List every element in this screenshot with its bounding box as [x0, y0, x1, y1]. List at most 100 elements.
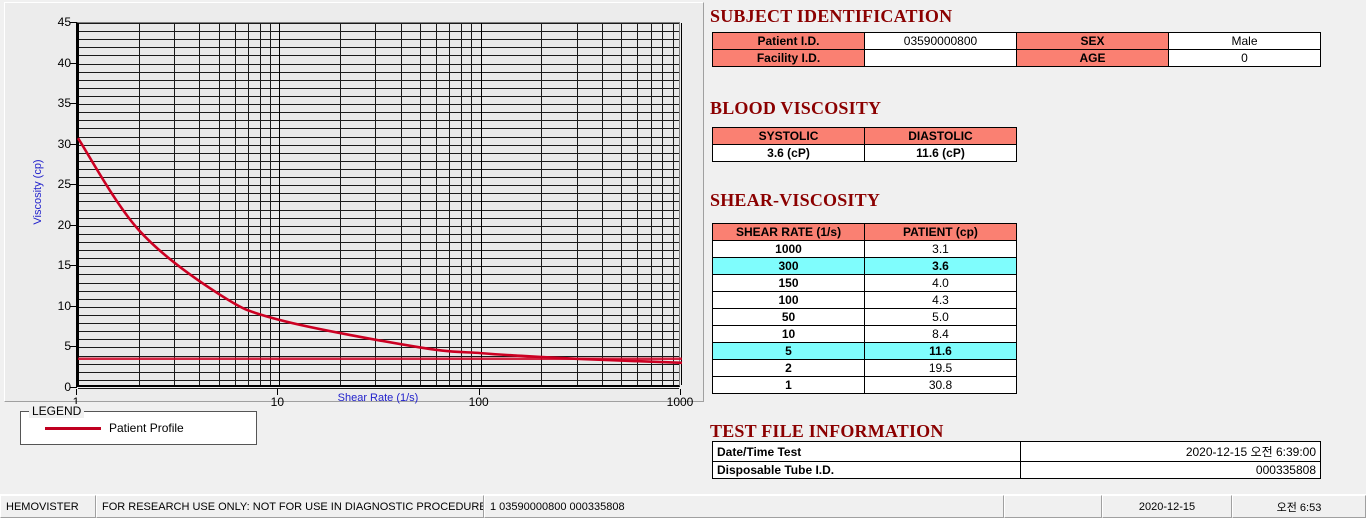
gridline-horizontal	[78, 201, 679, 203]
table-row: 10 8.4	[712, 325, 1017, 343]
legend-item: Patient Profile	[45, 421, 184, 435]
patient-viscosity-cell: 5.0	[864, 308, 1017, 326]
y-axis-tick-mark	[70, 62, 77, 64]
y-axis-tick-mark	[70, 143, 77, 145]
age-label: AGE	[1016, 49, 1169, 67]
gridline-horizontal	[78, 47, 679, 49]
test-file-information-heading: TEST FILE INFORMATION	[710, 421, 944, 441]
patient-profile-curve	[76, 137, 683, 365]
facility-id-value[interactable]	[864, 49, 1017, 67]
gridline-horizontal	[78, 128, 679, 130]
gridline-vertical	[601, 23, 603, 385]
gridline-horizontal	[78, 193, 679, 195]
gridline-horizontal	[78, 152, 679, 154]
table-row: 3.6 (cP) 11.6 (cP)	[712, 144, 1017, 162]
sex-value[interactable]: Male	[1168, 32, 1321, 50]
gridline-vertical	[672, 23, 674, 385]
gridline-horizontal	[78, 242, 679, 243]
gridline-horizontal	[78, 306, 679, 308]
gridline-vertical	[174, 23, 176, 385]
gridline-vertical	[449, 23, 451, 385]
disposable-tube-id-value: 000335808	[1020, 461, 1321, 479]
table-row: 50 5.0	[712, 308, 1017, 326]
x-axis-tick-label: 100	[468, 395, 489, 409]
gridline-horizontal	[78, 347, 679, 349]
facility-id-label: Facility I.D.	[712, 49, 865, 67]
status-time: 오전 6:53	[1232, 495, 1366, 518]
gridline-horizontal	[78, 371, 679, 373]
y-axis-tick-label: 5	[64, 339, 71, 354]
gridline-horizontal	[78, 169, 679, 170]
patient-id-value[interactable]: 03590000800	[864, 32, 1017, 50]
gridline-vertical	[420, 23, 422, 385]
gridline-vertical	[259, 23, 261, 385]
patient-viscosity-cell: 19.5	[864, 359, 1017, 377]
test-file-information-table: Date/Time Test 2020-12-15 오전 6:39:00 Dis…	[712, 441, 1321, 479]
gridline-vertical	[78, 23, 79, 385]
table-header-row: SYSTOLIC DIASTOLIC	[712, 127, 1017, 145]
shear-rate-cell: 5	[712, 342, 865, 360]
gridline-vertical	[461, 23, 463, 385]
gridline-horizontal	[78, 388, 679, 389]
diastolic-value: 11.6 (cP)	[864, 144, 1017, 162]
x-axis-tick-mark	[277, 389, 279, 395]
y-axis-tick-label: 35	[57, 96, 71, 111]
y-axis-tick-label: 10	[57, 298, 71, 313]
legend-item-label: Patient Profile	[109, 421, 184, 435]
table-row: 2 19.5	[712, 359, 1017, 377]
patient-viscosity-cell: 3.1	[864, 240, 1017, 258]
gridline-horizontal	[78, 144, 679, 146]
legend-box: LEGEND Patient Profile	[20, 404, 257, 445]
gridline-horizontal	[78, 209, 679, 211]
status-bar: HEMOVISTER FOR RESEARCH USE ONLY: NOT FO…	[0, 494, 1366, 518]
gridline-horizontal	[78, 274, 679, 276]
date-time-test-value: 2020-12-15 오전 6:39:00	[1020, 441, 1321, 462]
gridline-vertical	[199, 23, 201, 385]
shear-rate-cell: 100	[712, 291, 865, 309]
gridline-horizontal	[78, 225, 679, 227]
y-axis-tick-label: 40	[57, 55, 71, 70]
chart-series-layer	[76, 137, 683, 365]
y-axis-tick-mark	[70, 22, 77, 23]
shear-rate-cell: 50	[712, 308, 865, 326]
status-blank-panel	[1004, 495, 1102, 518]
gridline-vertical	[279, 23, 281, 385]
y-axis-tick-label: 25	[57, 177, 71, 192]
status-record-ids: 1 03590000800 000335808	[484, 495, 1004, 518]
gridline-horizontal	[78, 177, 679, 179]
x-axis-tick-mark	[680, 389, 681, 395]
table-row: Patient I.D. 03590000800 SEX Male	[712, 32, 1321, 50]
gridline-horizontal	[78, 136, 679, 138]
shear-rate-cell: 10	[712, 325, 865, 343]
gridline-horizontal	[78, 258, 679, 260]
gridline-vertical	[400, 23, 402, 385]
y-axis-tick-mark	[70, 103, 77, 105]
shear-viscosity-table: SHEAR RATE (1/s) PATIENT (cp) 1000 3.1 300 3.…	[712, 223, 1017, 394]
gridline-vertical	[436, 23, 437, 385]
gridline-vertical	[138, 23, 140, 385]
patient-viscosity-cell: 4.0	[864, 274, 1017, 292]
table-row: Date/Time Test 2020-12-15 오전 6:39:00	[712, 441, 1321, 462]
gridline-horizontal	[78, 290, 679, 292]
gridline-horizontal	[78, 87, 679, 89]
gridline-horizontal	[78, 104, 679, 106]
gridline-vertical	[621, 23, 623, 385]
gridline-horizontal	[78, 185, 679, 187]
y-axis-tick-mark	[70, 265, 77, 267]
gridline-horizontal	[78, 31, 679, 33]
x-axis-tick-label: 1	[72, 395, 80, 409]
vertical-gridlines	[78, 23, 682, 385]
table-row: 1000 3.1	[712, 240, 1017, 258]
age-value[interactable]: 0	[1168, 49, 1321, 67]
gridline-vertical	[662, 23, 664, 385]
gridline-horizontal	[78, 298, 679, 300]
y-axis-tick-label: 15	[57, 258, 71, 273]
y-axis-tick-label: 45	[57, 15, 71, 29]
shear-rate-cell: 1000	[712, 240, 865, 258]
date-time-test-label: Date/Time Test	[712, 441, 1021, 462]
disposable-tube-id-label: Disposable Tube I.D.	[712, 461, 1021, 479]
gridline-vertical	[681, 23, 682, 385]
y-axis-tick-label: 30	[57, 136, 71, 151]
gridline-horizontal	[78, 39, 679, 41]
gridline-horizontal	[78, 71, 679, 73]
